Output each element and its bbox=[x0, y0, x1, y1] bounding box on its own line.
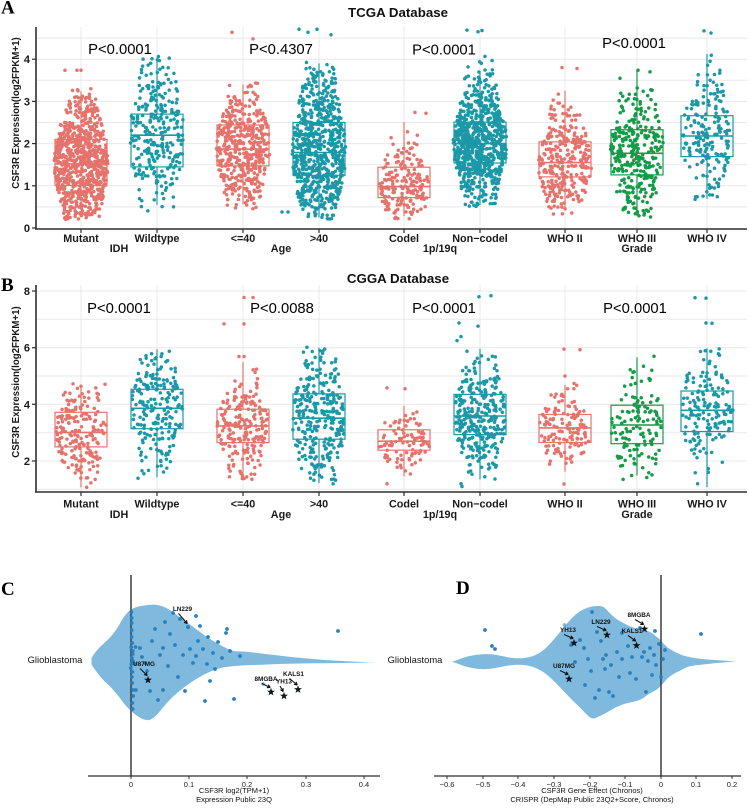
svg-text:TCGA Database: TCGA Database bbox=[348, 5, 448, 20]
svg-text:<=40: <=40 bbox=[231, 233, 256, 245]
svg-text:Wildtype: Wildtype bbox=[135, 233, 180, 245]
svg-text:4: 4 bbox=[24, 54, 31, 66]
svg-text:Grade: Grade bbox=[621, 243, 652, 255]
svg-text:1p/19q: 1p/19q bbox=[423, 243, 457, 255]
svg-text:3: 3 bbox=[24, 96, 30, 108]
svg-text:0: 0 bbox=[24, 223, 30, 235]
svg-text:2: 2 bbox=[24, 139, 30, 151]
svg-text:IDH: IDH bbox=[110, 243, 129, 255]
svg-text:WHO IV: WHO IV bbox=[687, 233, 727, 245]
svg-text:WHO II: WHO II bbox=[547, 233, 582, 245]
svg-text:P<0.0001: P<0.0001 bbox=[88, 42, 152, 58]
svg-text:Non−codel: Non−codel bbox=[452, 233, 508, 245]
svg-text:>40: >40 bbox=[310, 233, 328, 245]
svg-text:1: 1 bbox=[24, 181, 30, 193]
svg-text:P<0.0001: P<0.0001 bbox=[412, 43, 476, 59]
svg-text:P<0.0001: P<0.0001 bbox=[602, 36, 666, 52]
svg-text:Codel: Codel bbox=[389, 233, 419, 245]
svg-text:P<0.4307: P<0.4307 bbox=[249, 42, 313, 58]
svg-text:Mutant: Mutant bbox=[63, 233, 99, 245]
svg-text:CSF3R Expression(log2FPKM+1): CSF3R Expression(log2FPKM+1) bbox=[11, 37, 22, 189]
svg-text:Age: Age bbox=[271, 243, 291, 255]
